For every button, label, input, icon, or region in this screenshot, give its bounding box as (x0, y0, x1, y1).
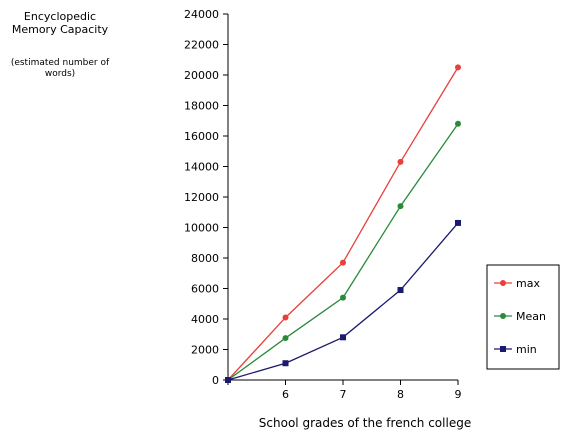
data-point-mean (340, 294, 346, 301)
data-point-min (397, 287, 404, 294)
x-tick-label: 6 (282, 388, 289, 401)
y-tick-label: 14000 (184, 161, 219, 174)
y-tick-label: 18000 (184, 100, 219, 113)
series-line-max (227, 67, 459, 381)
y-tick-label: 10000 (184, 222, 219, 235)
y-axis-title-line-1: Encyclopedic (23, 10, 97, 23)
data-point-max (282, 314, 289, 321)
legend-marker-mean (500, 313, 506, 319)
y-tick-label: 12000 (184, 191, 219, 204)
data-point-min (340, 334, 346, 341)
y-tick-label: 16000 (184, 130, 219, 143)
y-tick-label: 8000 (191, 252, 219, 265)
legend-label-min: min (516, 343, 537, 356)
data-point-mean (397, 203, 404, 210)
data-point-min (455, 219, 461, 226)
x-tick-label: 8 (397, 388, 404, 401)
data-point-min (282, 360, 289, 367)
data-point-max (397, 158, 404, 165)
y-axis-note-line-2: words) (44, 69, 76, 79)
y-tick-label: 2000 (191, 344, 219, 357)
y-tick-label: 0 (212, 374, 219, 387)
axes: 0 2000 4000 6000 8000 10000 12000 14000 16000 180… (184, 8, 462, 401)
x-tick-label: 7 (340, 388, 347, 401)
data-point-max (455, 64, 461, 71)
data-point-min (225, 377, 231, 383)
legend: max Mean min (486, 264, 560, 370)
y-tick-label: 20000 (184, 69, 219, 82)
y-tick-label: 6000 (191, 283, 219, 296)
legend-label-max: max (516, 277, 540, 290)
data-point-mean (282, 335, 289, 342)
legend-marker-max (500, 280, 506, 286)
legend-label-mean: Mean (516, 310, 546, 323)
y-axis-title-line-2: Memory Capacity (11, 23, 109, 36)
y-tick-label: 22000 (184, 39, 219, 52)
data-point-max (340, 259, 346, 266)
x-tick-label: 9 (455, 388, 462, 401)
y-tick-label: 24000 (184, 8, 219, 21)
y-axis-title: Encyclopedic Memory Capacity (0, 10, 120, 36)
series-line-min (227, 222, 459, 381)
y-tick-label: 4000 (191, 313, 219, 326)
y-axis-note: (estimated number of words) (0, 58, 120, 80)
series-layer (225, 64, 461, 383)
data-point-mean (455, 120, 461, 127)
legend-marker-min (500, 346, 506, 352)
x-axis-title: School grades of the french college (258, 416, 472, 430)
y-axis-note-line-1: (estimated number of (10, 58, 110, 68)
legend-box (486, 264, 560, 370)
